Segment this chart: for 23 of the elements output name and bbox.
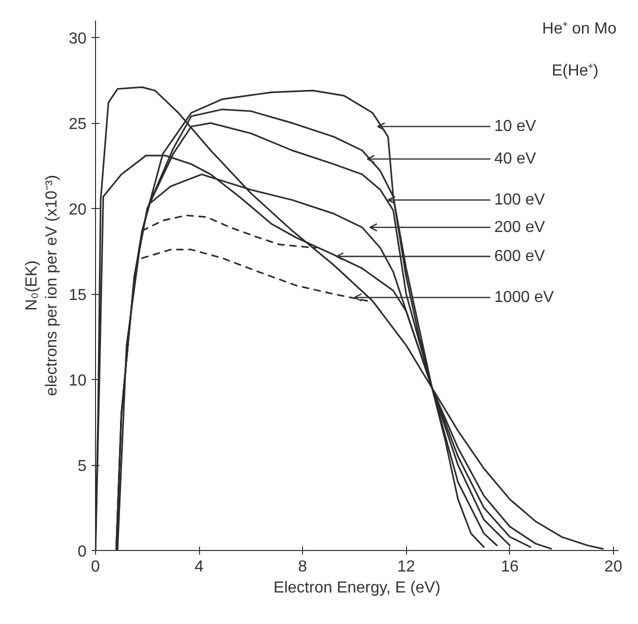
y-axis-title: N₀(EK) electrons per ion per eV (x10⁻³) — [23, 174, 61, 396]
legend-title: E(He⁺) — [552, 62, 598, 80]
x-tick-label: 20 — [604, 558, 622, 576]
chart-title: He⁺ on Mo — [542, 20, 617, 38]
x-tick-label: 16 — [500, 558, 519, 576]
y-tick-label: 10 — [68, 372, 87, 390]
x-tick-label: 0 — [91, 558, 100, 576]
annotation: 600 eV — [494, 248, 546, 265]
y-tick-label: 15 — [68, 287, 87, 304]
y-tick-label: 5 — [78, 458, 87, 476]
y-tick-label: 30 — [68, 30, 87, 48]
annotation: 10 eV — [494, 118, 536, 135]
annotation: 200 eV — [494, 218, 546, 236]
annotation: 1000 eV — [494, 288, 554, 306]
x-axis-title: Electron Energy, E (eV) — [274, 580, 440, 596]
y-tick-label: 25 — [68, 116, 87, 134]
y-tick-label: 20 — [68, 202, 87, 219]
annotation: 40 eV — [494, 150, 536, 168]
x-tick-label: 12 — [397, 558, 416, 576]
x-tick-label: 4 — [194, 558, 204, 576]
annotation: 100 eV — [494, 192, 546, 209]
y-tick-label: 0 — [78, 544, 87, 560]
x-tick-label: 8 — [298, 558, 308, 576]
